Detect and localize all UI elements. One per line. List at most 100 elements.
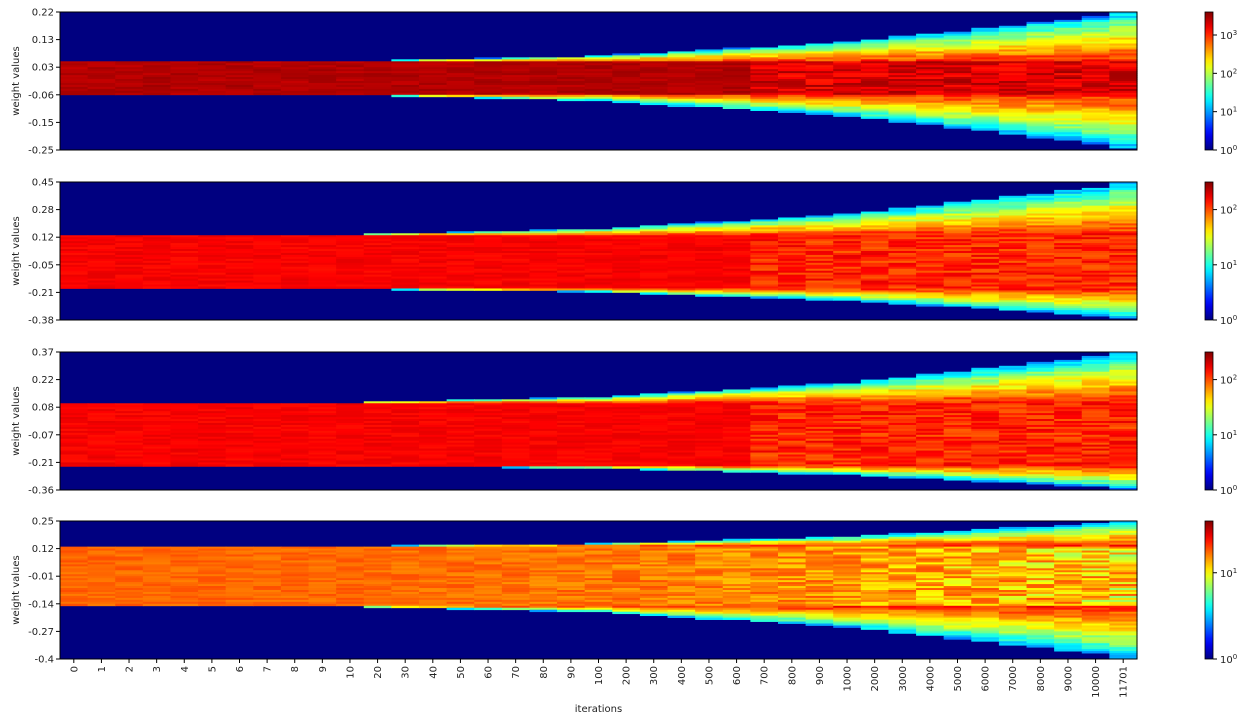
heatmap-cell [971,84,1000,88]
heatmap-cell [1026,422,1055,426]
heatmap-cell [198,415,227,418]
heatmap-cell [805,264,834,268]
heatmap-cell [1026,387,1055,390]
heatmap-cell [584,252,613,256]
heatmap-cell [115,243,144,246]
heatmap-cell [280,405,310,408]
heatmap-cell [60,270,89,274]
heatmap-cell [115,464,144,467]
heatmap-cell [860,413,890,416]
heatmap-cell [860,466,890,469]
heatmap-cell [584,417,613,420]
heatmap-cell [225,556,254,559]
heatmap-cell [308,434,337,438]
heatmap-cell [833,411,862,414]
heatmap-cell [750,67,779,70]
heatmap-cell [501,605,531,609]
heatmap-cell [391,249,420,252]
heatmap-cell [308,88,337,92]
heatmap-cell [943,262,972,266]
heatmap-cell [474,243,503,246]
heatmap-cell [280,421,310,424]
heatmap-cell [1054,424,1083,428]
heatmap-cell [253,578,282,581]
heatmap-cell [170,426,199,430]
heatmap-cell [1054,47,1083,50]
heatmap-cell [695,245,724,248]
heatmap-cell [639,239,669,242]
heatmap-cell [695,231,724,234]
heatmap-cell [750,55,779,58]
heatmap-cell [833,292,862,295]
heatmap-cell [225,86,254,90]
heatmap-cell [336,432,365,436]
heatmap-cell [612,247,641,250]
heatmap-cell [805,88,834,92]
heatmap-cell [998,33,1028,37]
heatmap-cells [60,182,1138,319]
heatmap-cell [833,249,862,252]
heatmap-cell [529,247,558,250]
heatmap-cell [778,460,807,463]
heatmap-cell [833,446,862,449]
heatmap-cell [474,77,503,80]
heatmap-cell [695,278,724,281]
heatmap-cell [87,92,116,96]
heatmap-cell [1026,49,1055,52]
heatmap-cell [557,422,586,426]
heatmap-cell [142,270,172,274]
heatmap-cell [971,417,1000,420]
heatmap-cell [833,61,862,64]
heatmap-cell [1054,207,1083,210]
heatmap-cell [308,260,337,264]
heatmap-cell [1081,249,1110,252]
heatmap-cell [612,245,641,248]
heatmap-cell [557,438,586,442]
heatmap-cell [529,94,558,98]
heatmap-cell [1054,39,1083,42]
heatmap-cell [198,241,227,244]
heatmap-cell [1109,258,1138,262]
heatmap-cell [87,278,116,281]
heatmap-cell [115,61,144,64]
heatmap-cell [584,231,613,234]
heatmap-cell [1054,369,1083,373]
heatmap-cell [253,403,282,406]
heatmap-cell [1054,81,1083,84]
heatmap-cell [87,235,116,238]
heatmap-cell [363,424,392,428]
heatmap-cell [225,572,254,575]
heatmap-cell [1081,464,1110,467]
heatmap-cell [778,53,807,56]
heatmap-cell [971,245,1000,248]
heatmap-cell [833,276,862,279]
heatmap-cell [667,393,696,396]
heatmap-cell [529,582,558,585]
heatmap-cell [1109,69,1138,72]
heatmap-cell [1054,86,1083,90]
heatmap-cell [308,438,337,442]
heatmap-cell [860,403,890,406]
heatmap-cell [639,252,669,256]
heatmap-cell [612,231,641,234]
heatmap-cell [667,243,696,246]
heatmap-cell [998,444,1028,448]
heatmap-cell [446,595,475,599]
heatmap-cell [336,552,365,555]
heatmap-cell [916,33,945,37]
heatmap-cell [695,282,724,285]
heatmap-cell [750,276,779,279]
heatmap-cell [115,560,144,563]
heatmap-cell [805,450,834,453]
heatmap-cell [60,426,89,430]
heatmap-cell [722,237,751,240]
heatmap-cell [722,428,751,432]
heatmap-cell [87,65,116,68]
heatmap-cell [1081,126,1110,129]
heatmap-cell [778,448,807,451]
heatmap-cell [722,69,751,72]
heatmap-cell [87,413,116,416]
heatmap-cell [170,548,199,551]
heatmap-cell [612,434,641,438]
heatmap-cell [253,572,282,575]
